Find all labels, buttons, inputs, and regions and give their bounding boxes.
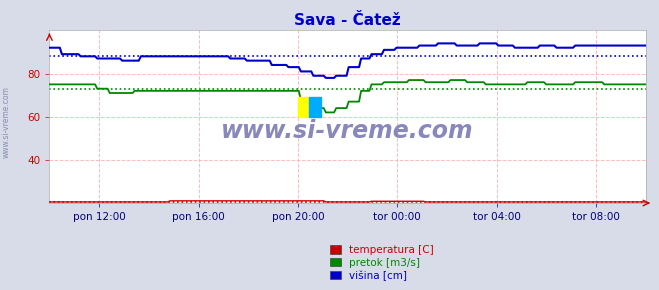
Text: www.si-vreme.com: www.si-vreme.com	[221, 119, 474, 142]
Legend: temperatura [C], pretok [m3/s], višina [cm]: temperatura [C], pretok [m3/s], višina […	[326, 241, 438, 285]
Bar	[298, 97, 310, 117]
Text: www.si-vreme.com: www.si-vreme.com	[2, 86, 11, 158]
Bar	[310, 97, 321, 117]
Title: Sava - Čatež: Sava - Čatež	[295, 13, 401, 28]
